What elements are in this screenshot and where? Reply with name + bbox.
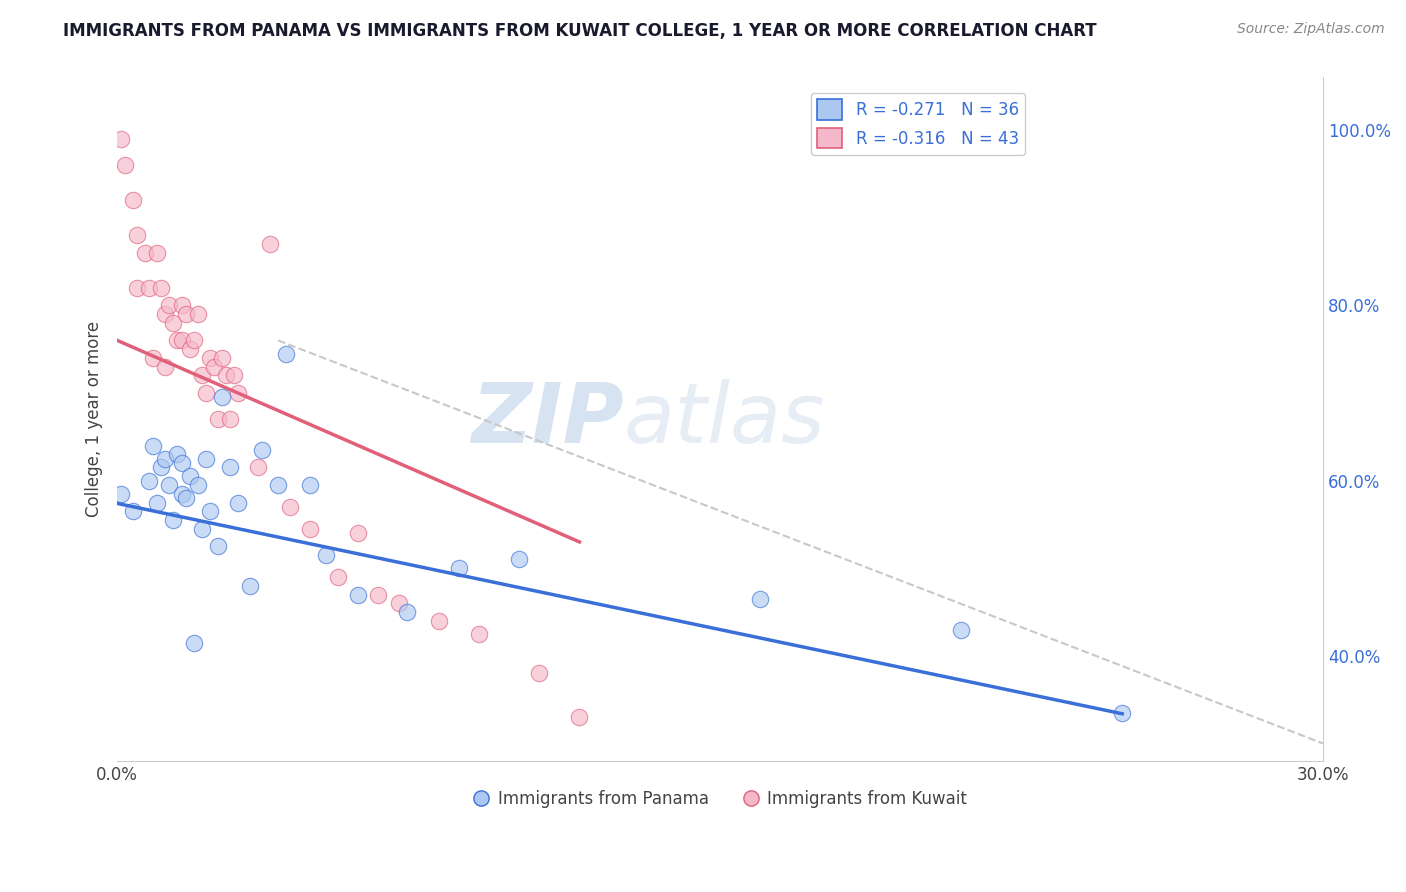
Text: Source: ZipAtlas.com: Source: ZipAtlas.com bbox=[1237, 22, 1385, 37]
Point bbox=[202, 359, 225, 374]
Point bbox=[179, 469, 201, 483]
Point bbox=[114, 158, 136, 172]
Point bbox=[179, 342, 201, 356]
Point bbox=[183, 334, 205, 348]
Point bbox=[162, 513, 184, 527]
Point bbox=[749, 591, 772, 606]
Point bbox=[508, 552, 530, 566]
Point bbox=[1111, 706, 1133, 720]
Point bbox=[138, 474, 160, 488]
Point bbox=[159, 298, 181, 312]
Text: atlas: atlas bbox=[624, 379, 825, 459]
Point bbox=[568, 710, 591, 724]
Point bbox=[170, 487, 193, 501]
Point bbox=[162, 316, 184, 330]
Point bbox=[190, 368, 212, 383]
Point bbox=[170, 334, 193, 348]
Point bbox=[347, 526, 370, 541]
Point bbox=[211, 351, 233, 365]
Point bbox=[187, 307, 209, 321]
Point bbox=[218, 412, 240, 426]
Point bbox=[950, 623, 973, 637]
Point bbox=[395, 605, 418, 619]
Point bbox=[315, 548, 337, 562]
Point bbox=[187, 478, 209, 492]
Point bbox=[127, 228, 149, 243]
Point bbox=[127, 281, 149, 295]
Text: IMMIGRANTS FROM PANAMA VS IMMIGRANTS FROM KUWAIT COLLEGE, 1 YEAR OR MORE CORRELA: IMMIGRANTS FROM PANAMA VS IMMIGRANTS FRO… bbox=[63, 22, 1097, 40]
Point bbox=[367, 588, 389, 602]
Point bbox=[198, 504, 221, 518]
Point bbox=[155, 307, 177, 321]
Point bbox=[347, 588, 370, 602]
Point bbox=[198, 351, 221, 365]
Point bbox=[146, 495, 169, 509]
Point bbox=[146, 245, 169, 260]
Y-axis label: College, 1 year or more: College, 1 year or more bbox=[86, 321, 103, 517]
Point bbox=[166, 447, 188, 461]
Point bbox=[328, 570, 350, 584]
Point bbox=[211, 390, 233, 404]
Point bbox=[387, 596, 409, 610]
Point bbox=[134, 245, 156, 260]
Point bbox=[150, 460, 173, 475]
Point bbox=[170, 456, 193, 470]
Point bbox=[183, 636, 205, 650]
Point bbox=[207, 539, 229, 553]
Point bbox=[207, 412, 229, 426]
Point bbox=[155, 359, 177, 374]
Point bbox=[142, 351, 165, 365]
Point bbox=[159, 478, 181, 492]
Point bbox=[150, 281, 173, 295]
Point bbox=[427, 614, 450, 628]
Point bbox=[259, 237, 281, 252]
Point bbox=[174, 491, 197, 505]
Point bbox=[226, 386, 249, 401]
Point bbox=[250, 442, 273, 457]
Point bbox=[122, 193, 145, 207]
Point bbox=[110, 487, 132, 501]
Point bbox=[299, 478, 322, 492]
Point bbox=[226, 495, 249, 509]
Point bbox=[142, 438, 165, 452]
Point bbox=[218, 460, 240, 475]
Point bbox=[215, 368, 238, 383]
Point bbox=[110, 132, 132, 146]
Point bbox=[155, 451, 177, 466]
Point bbox=[529, 666, 551, 681]
Point bbox=[267, 478, 290, 492]
Text: ZIP: ZIP bbox=[471, 379, 624, 459]
Legend: Immigrants from Panama, Immigrants from Kuwait: Immigrants from Panama, Immigrants from … bbox=[467, 783, 974, 814]
Point bbox=[194, 451, 217, 466]
Point bbox=[278, 500, 301, 514]
Point bbox=[447, 561, 470, 575]
Point bbox=[174, 307, 197, 321]
Point bbox=[138, 281, 160, 295]
Point bbox=[239, 579, 262, 593]
Point bbox=[246, 460, 269, 475]
Point bbox=[468, 627, 491, 641]
Point bbox=[194, 386, 217, 401]
Point bbox=[166, 334, 188, 348]
Point bbox=[122, 504, 145, 518]
Point bbox=[274, 346, 297, 360]
Point bbox=[222, 368, 245, 383]
Point bbox=[170, 298, 193, 312]
Point bbox=[299, 522, 322, 536]
Point bbox=[190, 522, 212, 536]
